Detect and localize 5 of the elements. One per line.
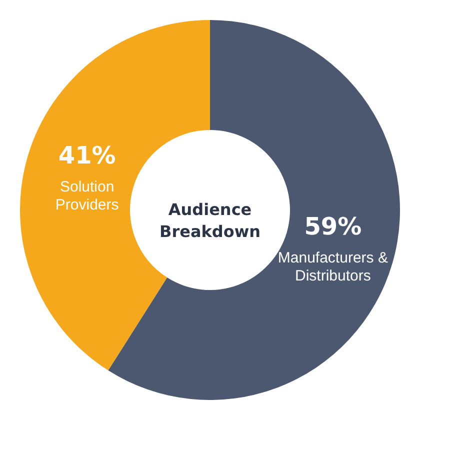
- data-label: 59%: [304, 212, 362, 241]
- data-label: 41%: [58, 141, 116, 170]
- slice-label: Manufacturers & Distributors: [278, 250, 388, 285]
- slice-label: Solution Providers: [55, 178, 119, 214]
- text: Audience Breakdown: [160, 200, 260, 241]
